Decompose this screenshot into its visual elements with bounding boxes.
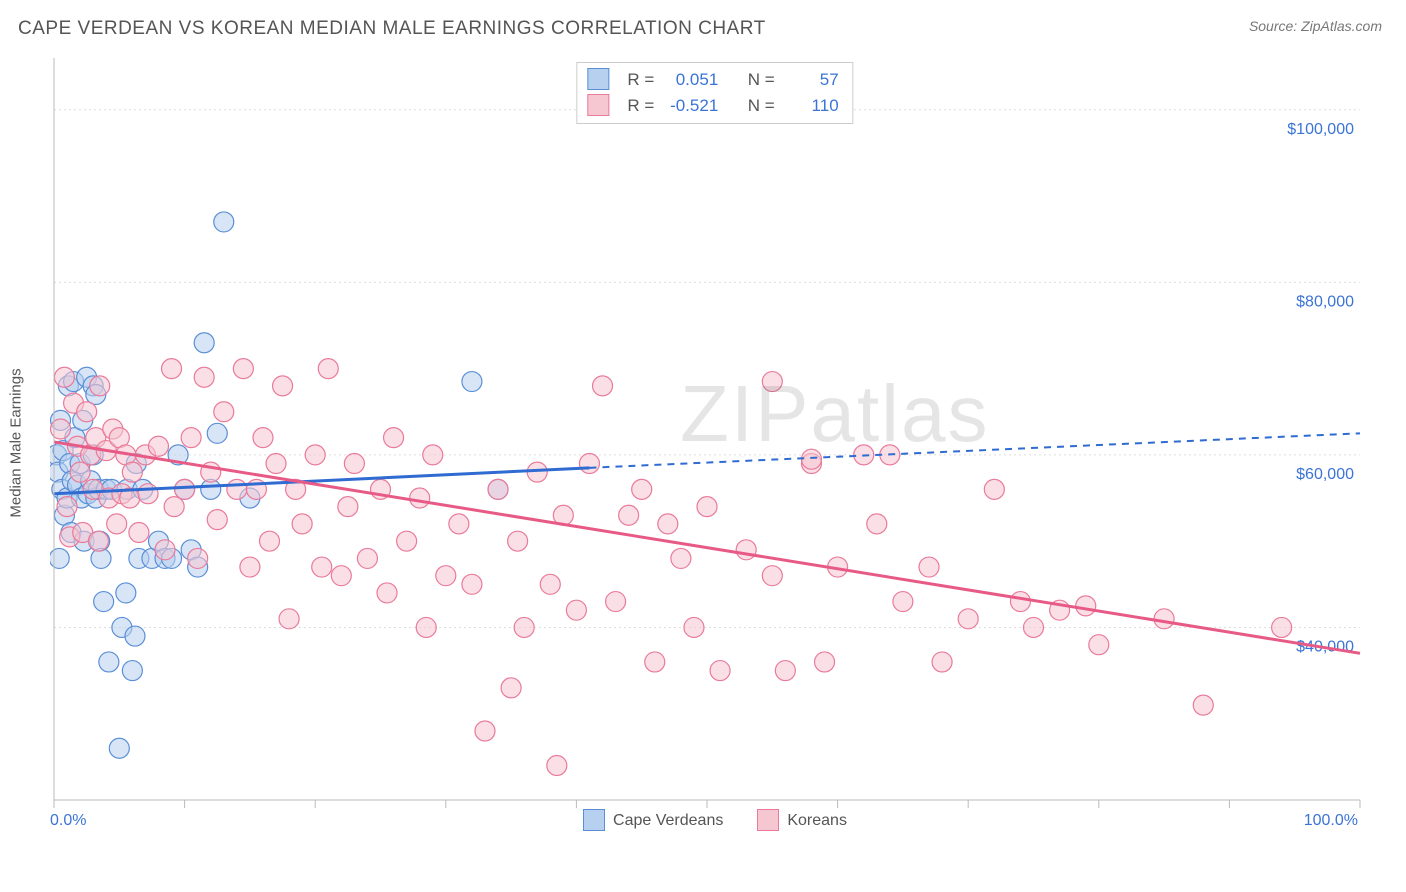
source-attribution: Source: ZipAtlas.com <box>1249 18 1382 34</box>
legend-label: Koreans <box>787 812 847 829</box>
legend-swatch <box>587 68 609 90</box>
source-name: ZipAtlas.com <box>1301 18 1382 34</box>
stats-row: R =-0.521 N =110 <box>587 93 838 119</box>
series-koreans <box>51 359 1292 776</box>
legend-swatch <box>583 809 605 831</box>
svg-text:$100,000: $100,000 <box>1287 121 1354 138</box>
header: CAPE VERDEAN VS KOREAN MEDIAN MALE EARNI… <box>0 0 1406 46</box>
legend-swatch <box>587 94 609 116</box>
trend-koreans <box>54 442 1360 653</box>
trend-dashed-cape_verdeans <box>589 433 1360 468</box>
svg-text:$80,000: $80,000 <box>1296 293 1354 310</box>
source-prefix: Source: <box>1249 18 1301 34</box>
scatter-chart: $40,000$60,000$80,000$100,000 <box>50 58 1380 828</box>
stats-row: R =0.051 N =57 <box>587 67 838 93</box>
n-value: 57 <box>785 67 839 93</box>
r-value: -0.521 <box>664 93 718 119</box>
n-value: 110 <box>785 93 839 119</box>
y-axis-label: Median Male Earnings <box>8 368 25 517</box>
stats-legend: R =0.051 N =57R =-0.521 N =110 <box>576 62 853 124</box>
r-value: 0.051 <box>664 67 718 93</box>
series-legend: Cape Verdeans Koreans <box>50 810 1380 832</box>
legend-label: Cape Verdeans <box>613 812 723 829</box>
legend-item: Koreans <box>757 810 847 832</box>
legend-swatch <box>757 809 779 831</box>
chart-title: CAPE VERDEAN VS KOREAN MEDIAN MALE EARNI… <box>18 18 766 40</box>
svg-text:$60,000: $60,000 <box>1296 466 1354 483</box>
plot-area: Median Male Earnings $40,000$60,000$80,0… <box>50 58 1380 828</box>
legend-item: Cape Verdeans <box>583 810 723 832</box>
